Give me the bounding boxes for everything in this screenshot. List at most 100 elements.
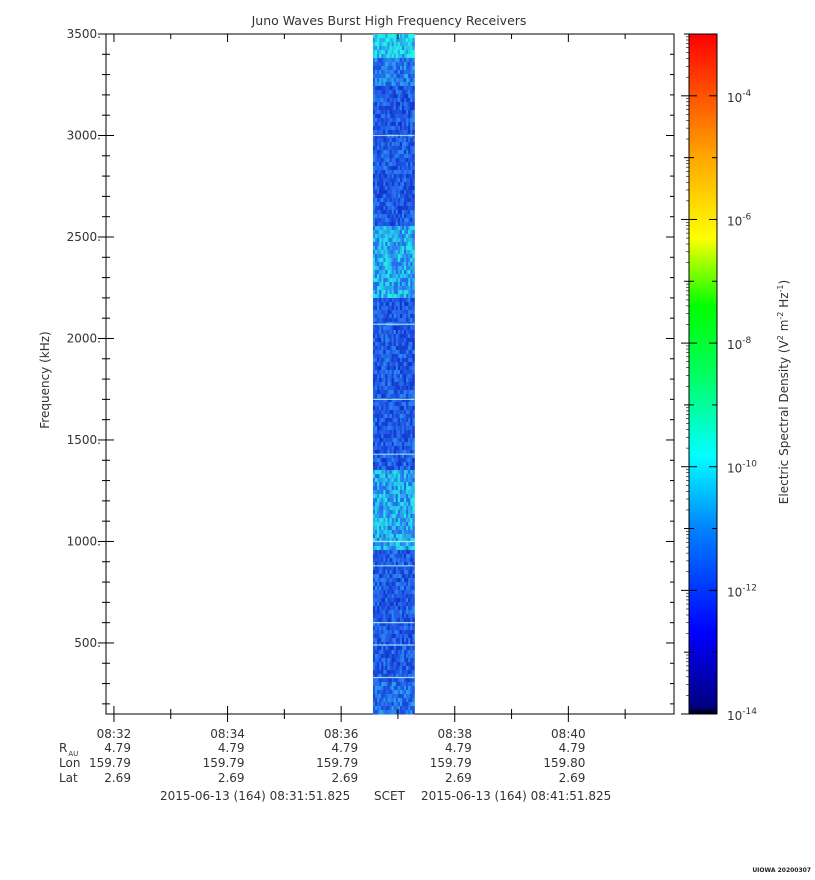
spectrogram-cell bbox=[412, 262, 415, 267]
spectrogram-cell bbox=[401, 546, 405, 551]
spectrogram-cell bbox=[385, 638, 388, 643]
spectrogram-cell bbox=[385, 130, 388, 135]
ephemeris-value: 4.79 bbox=[445, 741, 472, 755]
spectrogram-cell bbox=[393, 62, 397, 67]
spectrogram-cell bbox=[393, 206, 397, 211]
spectrogram-cell bbox=[395, 606, 399, 611]
spectrogram-cell bbox=[397, 578, 401, 583]
spectrogram-cell bbox=[385, 546, 388, 551]
x-tick-label: 08:32 bbox=[97, 727, 132, 741]
spectrogram-cell bbox=[375, 290, 378, 295]
spectrogram-cell bbox=[377, 694, 380, 699]
spectrogram-cell bbox=[408, 330, 411, 335]
spectrogram-cell bbox=[397, 566, 401, 571]
spectrogram-cell bbox=[412, 138, 415, 143]
spectrogram-cell bbox=[406, 662, 409, 667]
spectrogram-cell bbox=[389, 658, 393, 663]
spectrogram-cell bbox=[379, 546, 382, 551]
spectrogram-cell bbox=[383, 354, 386, 359]
spectrogram-cell bbox=[387, 542, 390, 547]
spectrogram-cell bbox=[377, 286, 380, 291]
spectrogram-cell bbox=[399, 214, 403, 219]
spectrogram-cell bbox=[399, 102, 403, 107]
spectrogram-cell bbox=[395, 442, 399, 447]
spectrogram-cell bbox=[412, 38, 415, 43]
spectrogram-cell bbox=[393, 630, 397, 635]
spectrogram-cell bbox=[406, 386, 409, 391]
spectrogram-cell bbox=[389, 622, 393, 627]
spectrogram-cell bbox=[389, 474, 393, 479]
spectrogram-cell bbox=[395, 226, 399, 231]
spectrogram-cell bbox=[379, 626, 382, 631]
spectrogram-cell bbox=[401, 382, 405, 387]
spectrogram-cell bbox=[381, 374, 384, 379]
spectrogram-cell bbox=[372, 270, 376, 275]
spectrogram-cell bbox=[397, 422, 401, 427]
spectrogram-cell bbox=[379, 210, 382, 215]
spectrogram-cell bbox=[404, 446, 407, 451]
spectrogram-cell bbox=[412, 66, 415, 71]
spectrogram-cell bbox=[372, 554, 376, 559]
spectrogram-cell bbox=[383, 114, 386, 119]
spectrogram-data bbox=[372, 34, 415, 715]
spectrogram-cell bbox=[412, 590, 415, 595]
spectrogram-cell bbox=[408, 598, 411, 603]
spectrogram-cell bbox=[393, 462, 397, 467]
spectrogram-cell bbox=[393, 682, 397, 687]
spectrogram-cell bbox=[381, 594, 384, 599]
spectrogram-cell bbox=[397, 454, 401, 459]
spectrogram-cell bbox=[406, 310, 409, 315]
spectrogram-cell bbox=[391, 406, 395, 411]
spectrogram-cell bbox=[406, 478, 409, 483]
spectrogram-cell bbox=[387, 218, 390, 223]
spectrogram-cell bbox=[389, 198, 393, 203]
spectrogram-cell bbox=[385, 534, 388, 539]
spectrogram-cell bbox=[406, 214, 409, 219]
spectrogram-cell bbox=[387, 390, 390, 395]
spectrogram-cell bbox=[389, 286, 393, 291]
spectrogram-cell bbox=[391, 490, 395, 495]
spectrogram-cell bbox=[393, 550, 397, 555]
spectrogram-cell bbox=[391, 54, 395, 59]
spectrogram-cell bbox=[393, 530, 397, 535]
spectrogram-cell bbox=[377, 198, 380, 203]
spectrogram-cell bbox=[387, 426, 390, 431]
spectrogram-cell bbox=[391, 154, 395, 159]
spectrogram-cell bbox=[401, 442, 405, 447]
spectrogram-cell bbox=[375, 330, 378, 335]
spectrogram-cell bbox=[375, 138, 378, 143]
spectrogram-cell bbox=[375, 398, 378, 403]
spectrogram-cell bbox=[412, 650, 415, 655]
spectrogram-cell bbox=[385, 310, 388, 315]
spectrogram-cell bbox=[397, 302, 401, 307]
spectrogram-cell bbox=[393, 386, 397, 391]
spectrogram-cell bbox=[381, 94, 384, 99]
spectrogram-cell bbox=[395, 130, 399, 135]
spectrogram-cell bbox=[406, 258, 409, 263]
spectrogram-cell bbox=[387, 354, 390, 359]
spectrogram-cell bbox=[399, 594, 403, 599]
spectrogram-cell bbox=[410, 42, 413, 47]
spectrogram-cell bbox=[393, 234, 397, 239]
spectrogram-cell bbox=[406, 90, 409, 95]
spectrogram-cell bbox=[389, 654, 393, 659]
spectrogram-cell bbox=[377, 546, 380, 551]
spectrogram-cell bbox=[387, 482, 390, 487]
spectrogram-cell bbox=[379, 410, 382, 415]
spectrogram-cell bbox=[397, 230, 401, 235]
spectrogram-cell bbox=[375, 206, 378, 211]
spectrogram-cell bbox=[401, 58, 405, 63]
spectrogram-cell bbox=[404, 86, 407, 91]
spectrogram-cell bbox=[410, 218, 413, 223]
spectrogram-cell bbox=[383, 394, 386, 399]
spectrogram-cell bbox=[372, 282, 376, 287]
spectrogram-cell bbox=[383, 478, 386, 483]
spectrogram-cell bbox=[375, 338, 378, 343]
spectrogram-cell bbox=[385, 370, 388, 375]
spectrogram-cell bbox=[393, 582, 397, 587]
spectrogram-cell bbox=[410, 50, 413, 55]
spectrogram-cell bbox=[395, 150, 399, 155]
spectrogram-cell bbox=[399, 118, 403, 123]
spectrogram-cell bbox=[393, 74, 397, 79]
x-tick-label: 08:36 bbox=[324, 727, 359, 741]
